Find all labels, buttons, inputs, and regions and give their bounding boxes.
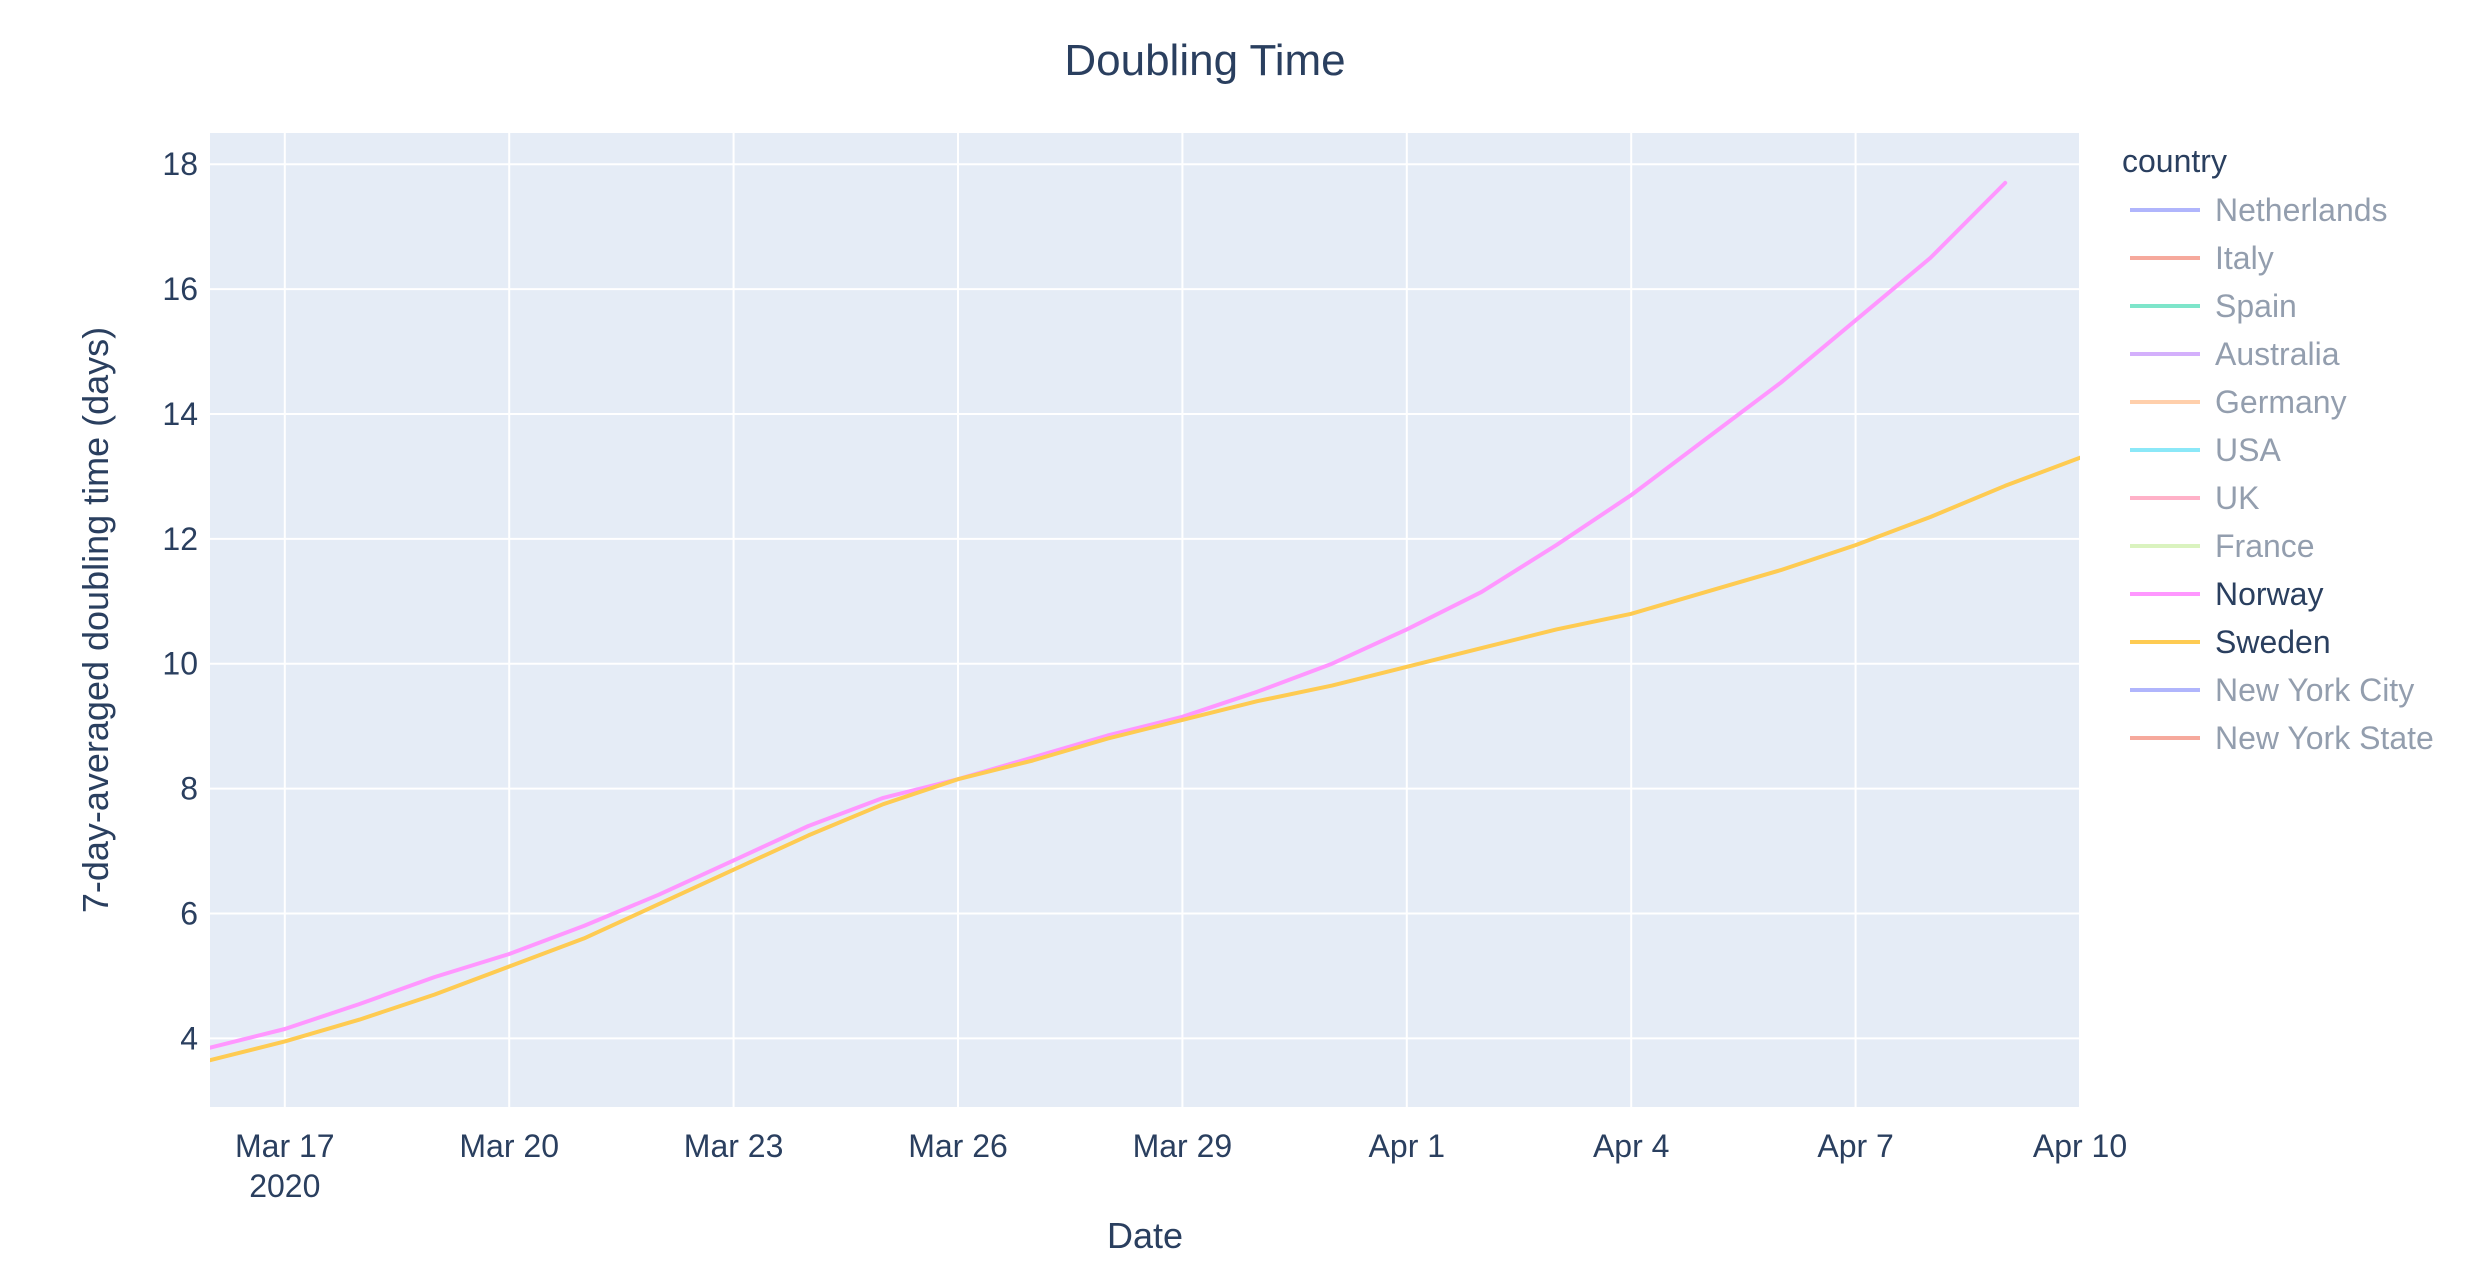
y-tick-label: 6 — [180, 895, 198, 931]
legend-item-new-york-city[interactable]: New York City — [2130, 672, 2414, 708]
legend-item-new-york-state[interactable]: New York State — [2130, 720, 2434, 756]
legend-item-uk[interactable]: UK — [2130, 480, 2259, 516]
legend-item-france[interactable]: France — [2130, 528, 2315, 564]
legend-title: country — [2122, 143, 2227, 179]
legend-item-spain[interactable]: Spain — [2130, 288, 2297, 324]
plot-background — [210, 133, 2080, 1107]
legend[interactable]: country Netherlands Italy Spain Australia Ge… — [2122, 143, 2434, 756]
legend-label: France — [2215, 528, 2315, 564]
legend-label: Italy — [2215, 240, 2274, 276]
y-tick-label: 14 — [162, 396, 198, 432]
series-line-norway[interactable] — [210, 180, 2008, 1050]
x-tick-label: Mar 17 — [235, 1128, 335, 1164]
x-tick-label: Apr 1 — [1369, 1128, 1445, 1164]
legend-label: Australia — [2215, 336, 2340, 372]
legend-label: Norway — [2215, 576, 2323, 612]
x-tick-label: Mar 29 — [1133, 1128, 1233, 1164]
x-tick-label: Apr 7 — [1817, 1128, 1893, 1164]
y-tick-label: 8 — [180, 771, 198, 807]
legend-label: Germany — [2215, 384, 2347, 420]
x-tick-label: Mar 26 — [908, 1128, 1008, 1164]
x-tick-label: Apr 10 — [2033, 1128, 2127, 1164]
chart-title: Doubling Time — [1064, 36, 1345, 85]
grid — [210, 133, 2081, 1107]
x-axis-ticks: Mar 17 2020 Mar 20 Mar 23 Mar 26 Mar 29 Apr 1 A… — [235, 1128, 2127, 1204]
legend-item-germany[interactable]: Germany — [2130, 384, 2347, 420]
legend-label: New York City — [2215, 672, 2414, 708]
legend-item-australia[interactable]: Australia — [2130, 336, 2340, 372]
legend-label: Netherlands — [2215, 192, 2388, 228]
legend-item-norway[interactable]: Norway — [2130, 576, 2323, 612]
series-lines — [210, 180, 2080, 1063]
legend-item-italy[interactable]: Italy — [2130, 240, 2274, 276]
y-tick-label: 16 — [162, 271, 198, 307]
legend-label: Sweden — [2215, 624, 2331, 660]
x-tick-year-label: 2020 — [249, 1168, 320, 1204]
legend-label: Spain — [2215, 288, 2297, 324]
y-tick-label: 4 — [180, 1020, 198, 1056]
series-line-sweden[interactable] — [210, 455, 2080, 1063]
x-tick-label: Apr 4 — [1593, 1128, 1669, 1164]
x-tick-label: Mar 20 — [459, 1128, 559, 1164]
y-axis-title: 7-day-averaged doubling time (days) — [75, 327, 116, 913]
y-tick-label: 18 — [162, 146, 198, 182]
x-tick-label: Mar 23 — [684, 1128, 784, 1164]
legend-label: UK — [2215, 480, 2259, 516]
x-axis-title: Date — [1107, 1215, 1183, 1256]
legend-label: USA — [2215, 432, 2281, 468]
legend-item-sweden[interactable]: Sweden — [2130, 624, 2331, 660]
legend-item-usa[interactable]: USA — [2130, 432, 2281, 468]
legend-label: New York State — [2215, 720, 2434, 756]
y-axis-ticks: 4 6 8 10 12 14 16 18 — [162, 146, 198, 1056]
y-tick-label: 10 — [162, 646, 198, 682]
y-tick-label: 12 — [162, 521, 198, 557]
legend-item-netherlands[interactable]: Netherlands — [2130, 192, 2388, 228]
